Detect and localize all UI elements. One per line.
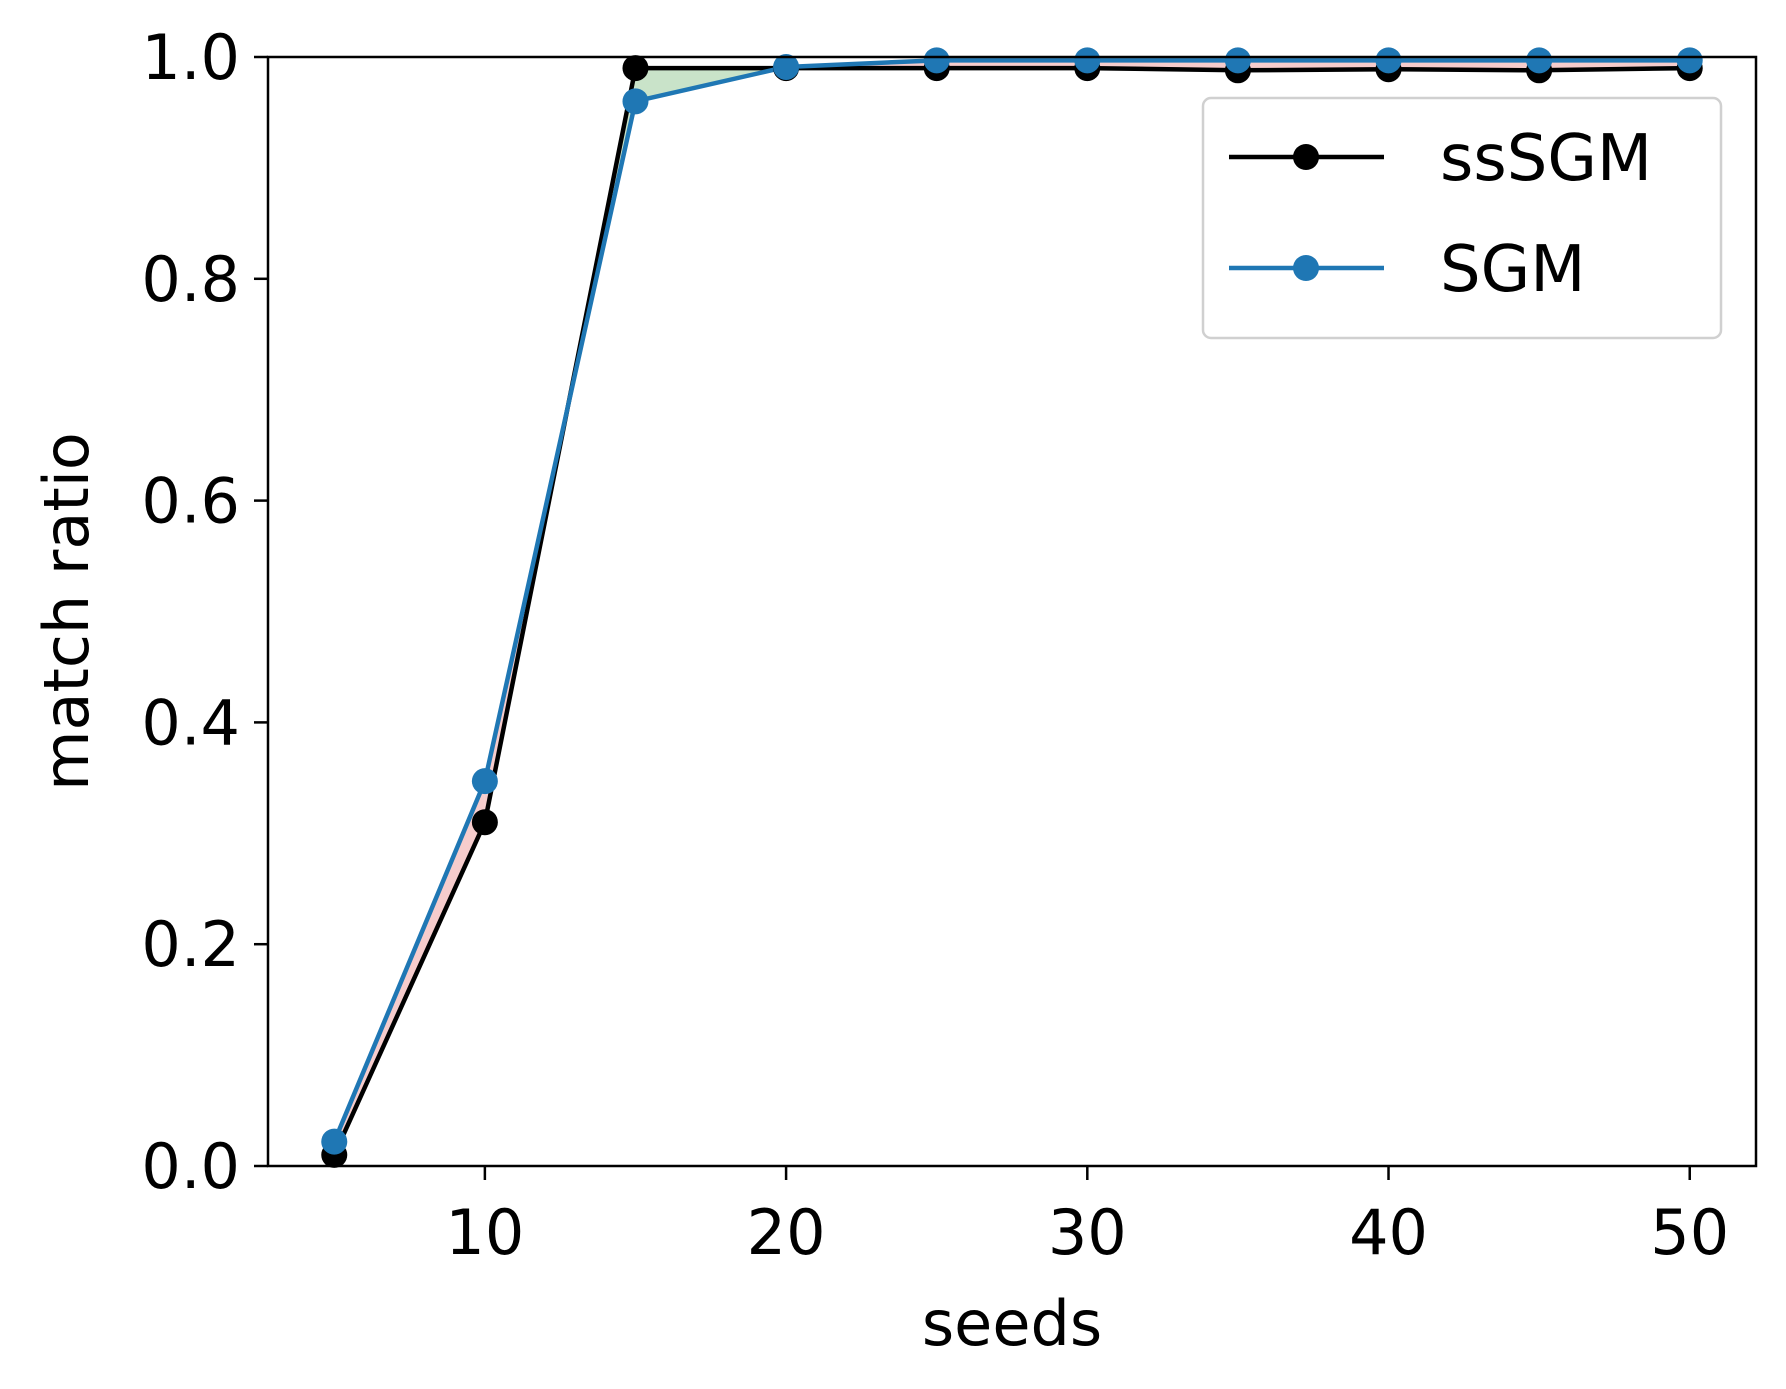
point-sgm [1375,47,1402,74]
x-tick-label: 30 [1048,1196,1127,1269]
y-tick-label: 0.4 [141,686,240,759]
legend-marker-sssgm [1293,144,1319,170]
point-sgm [622,88,649,115]
x-tick-label: 50 [1650,1196,1729,1269]
x-tick-label: 10 [445,1196,524,1269]
point-sgm [1676,47,1703,74]
x-tick-label: 40 [1349,1196,1428,1269]
y-tick-label: 0.2 [141,908,240,981]
x-axis-ticks: 10 20 30 40 50 [445,1166,1729,1269]
legend-label-sssgm: ssSGM [1440,122,1652,196]
point-sgm [1526,47,1553,74]
point-sgm [923,47,950,74]
point-sgm [1074,47,1101,74]
plot-frame [266,55,1758,1168]
legend-marker-sgm [1293,255,1319,281]
x-tick-label: 20 [747,1196,826,1269]
y-axis-ticks: 0.0 0.2 0.4 0.6 0.8 1.0 [141,21,268,1203]
legend: ssSGM SGM [1201,96,1723,340]
y-axis-label: match ratio [30,432,103,791]
point-sssgm [622,55,649,82]
legend-label-sgm: SGM [1440,233,1585,307]
y-tick-label: 1.0 [141,21,240,94]
y-tick-label: 0.8 [141,243,240,316]
x-axis-label: seeds [922,1287,1102,1360]
y-tick-label: 0.0 [141,1130,240,1203]
y-tick-label: 0.6 [141,465,240,538]
point-sgm [1224,47,1251,74]
point-sgm [321,1128,348,1155]
point-sgm [471,768,498,795]
series-line-sgm [332,58,1690,1143]
point-sssgm [471,809,498,836]
series-lines [332,58,1690,1156]
point-sgm [773,53,800,80]
series-markers [321,47,1703,1168]
